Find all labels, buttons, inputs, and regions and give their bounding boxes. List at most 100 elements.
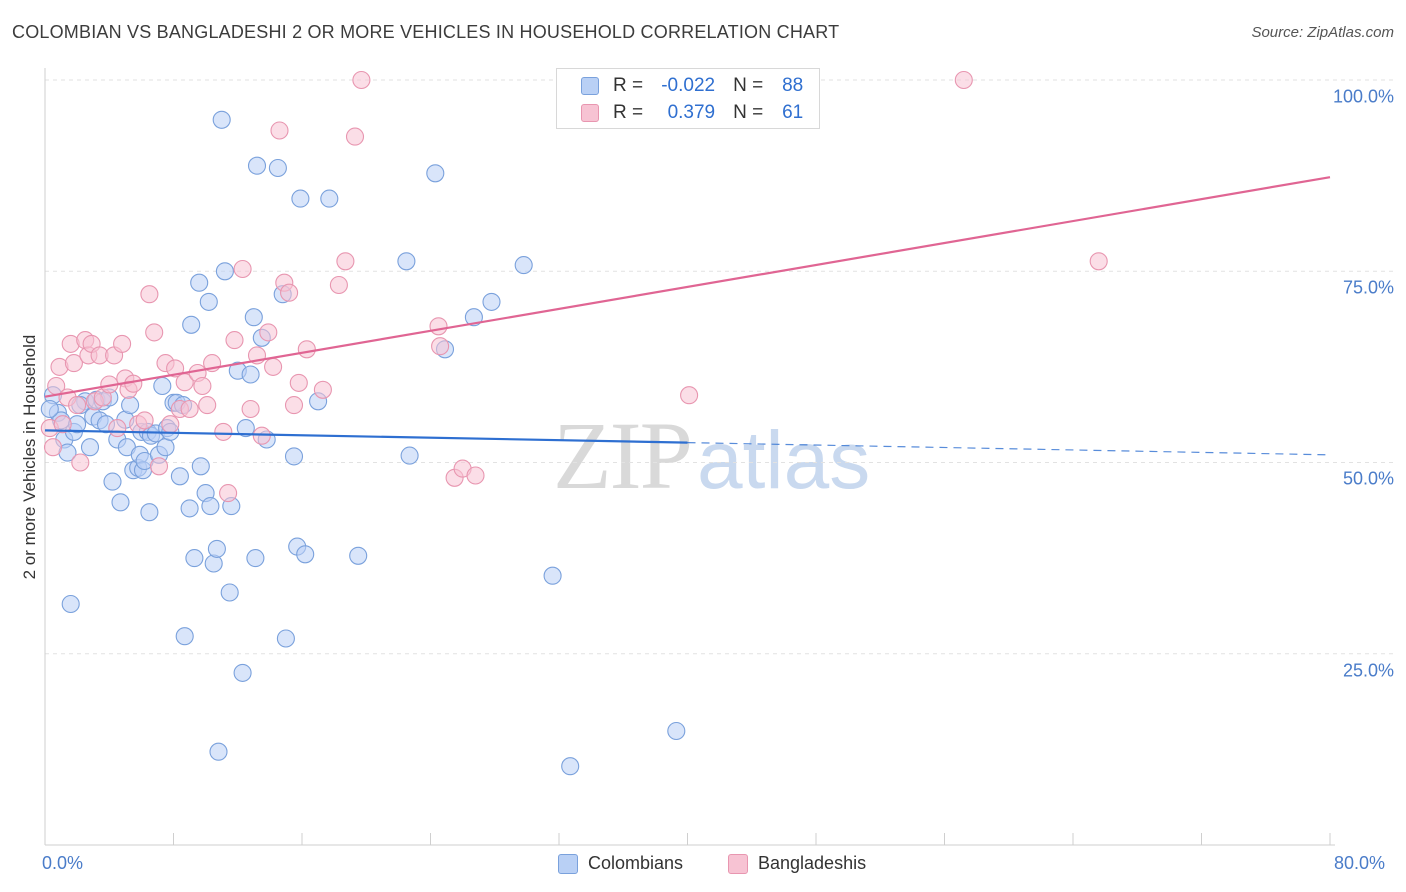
bangladeshis-point <box>259 323 278 342</box>
bangladeshis-point <box>71 453 90 472</box>
bangladeshis-point <box>352 70 371 90</box>
colombians-point <box>207 539 226 558</box>
x-tick-label-min: 0.0% <box>42 853 84 873</box>
colombians-point <box>191 457 210 476</box>
bangladeshis-point <box>345 127 365 146</box>
bangladeshis-point <box>113 334 132 353</box>
bangladeshis-point <box>149 457 169 476</box>
bangladeshis-point <box>198 396 217 415</box>
bangladeshis-swatch <box>581 104 599 122</box>
bangladeshis-point <box>280 283 299 302</box>
colombians-point <box>246 549 265 568</box>
colombians-point <box>482 292 501 311</box>
y-tick-label-75: 75.0% <box>1342 277 1394 298</box>
colombians-point <box>236 419 255 438</box>
colombians-point <box>220 583 239 602</box>
bangladeshis-point <box>161 415 180 434</box>
bangladeshis-point <box>270 121 289 140</box>
colombians-swatch <box>581 77 599 95</box>
colombians-point <box>111 493 130 512</box>
colombians-point <box>80 438 100 457</box>
bangladeshis-point <box>145 323 164 342</box>
bangladeshis-point <box>193 376 212 396</box>
watermark-atlas: atlas <box>697 415 871 506</box>
bangladeshis-point <box>53 415 72 434</box>
colombians-point <box>103 472 122 491</box>
colombians-point <box>215 262 234 281</box>
bangladeshis-point <box>297 340 316 359</box>
colombians-point <box>140 503 159 522</box>
colombians-point <box>400 446 419 465</box>
bangladeshis-point <box>289 373 308 392</box>
colombians-point <box>241 365 260 384</box>
colombians-point <box>296 545 315 564</box>
bangladeshis-point <box>431 337 450 356</box>
colombians-legend-swatch <box>558 853 578 874</box>
bangladeshis-point <box>43 438 63 457</box>
bangladeshis-point <box>135 411 154 430</box>
colombians-point <box>543 566 562 585</box>
colombians-point <box>284 447 304 466</box>
colombians-point <box>561 757 580 776</box>
colombians-point <box>244 308 263 327</box>
colombians-point <box>268 158 287 178</box>
colombians-point <box>180 499 199 518</box>
bangladeshis-point <box>264 357 283 376</box>
bangladeshis-point <box>64 354 83 373</box>
colombians-point <box>247 156 267 175</box>
colombians-point <box>320 189 339 208</box>
legend-label-colombians: Colombians <box>588 853 684 873</box>
r-value: 0.379 <box>667 102 716 123</box>
colombians-trend-extension <box>687 442 1331 456</box>
n-label: N = <box>733 102 764 123</box>
colombians-point <box>121 396 140 415</box>
watermark-zip: ZIP <box>553 402 693 509</box>
chart-title: COLOMBIAN VS BANGLADESHI 2 OR MORE VEHIC… <box>12 22 840 42</box>
bangladeshis-trend-line <box>44 176 1331 398</box>
bangladeshis-point <box>329 275 348 295</box>
colombians-trend-line <box>44 429 688 444</box>
colombians-points <box>40 110 686 776</box>
colombians-point <box>156 438 175 457</box>
legend-item-bangladeshis[interactable]: Bangladeshis <box>728 853 866 874</box>
bangladeshis-point <box>140 285 159 304</box>
legend-item-colombians[interactable]: Colombians <box>558 853 683 874</box>
bangladeshis-point <box>284 396 304 415</box>
bangladeshis-point <box>214 422 233 441</box>
source-credit: Source: ZipAtlas.com <box>1251 24 1394 41</box>
bangladeshis-point <box>241 399 260 419</box>
colombians-point <box>212 110 231 129</box>
watermark: ZIPatlas <box>553 400 870 511</box>
r-label: R = <box>613 102 644 123</box>
n-label: N = <box>733 75 764 96</box>
r-label: R = <box>613 75 644 96</box>
bangladeshis-points <box>40 70 1108 503</box>
colombians-point <box>426 164 445 183</box>
colombians-point <box>464 308 483 327</box>
y-tick-label-50: 50.0% <box>1342 468 1394 489</box>
stats-row-colombians: R = -0.022 N = 88 <box>557 72 803 100</box>
y-tick-label-100: 100.0% <box>1332 86 1394 107</box>
bangladeshis-point <box>313 380 332 399</box>
x-tick-label-max: 80.0% <box>1334 853 1386 873</box>
trend-layer <box>44 176 1331 456</box>
colombians-point <box>190 273 209 292</box>
axis-layer <box>44 68 1335 846</box>
bangladeshis-point <box>466 466 485 485</box>
colombians-point <box>276 629 295 648</box>
colombians-point <box>233 663 252 682</box>
colombians-point <box>40 399 59 419</box>
bangladeshis-point <box>233 259 252 279</box>
colombians-point <box>199 292 218 311</box>
colombians-point <box>667 721 686 741</box>
series-legend: Colombians Bangladeshis <box>0 851 1406 877</box>
colombians-point <box>397 252 416 271</box>
stats-row-bangladeshis: R = 0.379 N = 61 <box>557 99 803 127</box>
colombians-point <box>349 546 368 565</box>
bangladeshis-point <box>429 317 448 336</box>
bangladeshis-point <box>954 70 973 90</box>
n-value: 88 <box>782 75 804 96</box>
y-tick-label-25: 25.0% <box>1342 660 1394 681</box>
bangladeshis-point <box>680 386 699 405</box>
colombians-point <box>182 315 201 334</box>
